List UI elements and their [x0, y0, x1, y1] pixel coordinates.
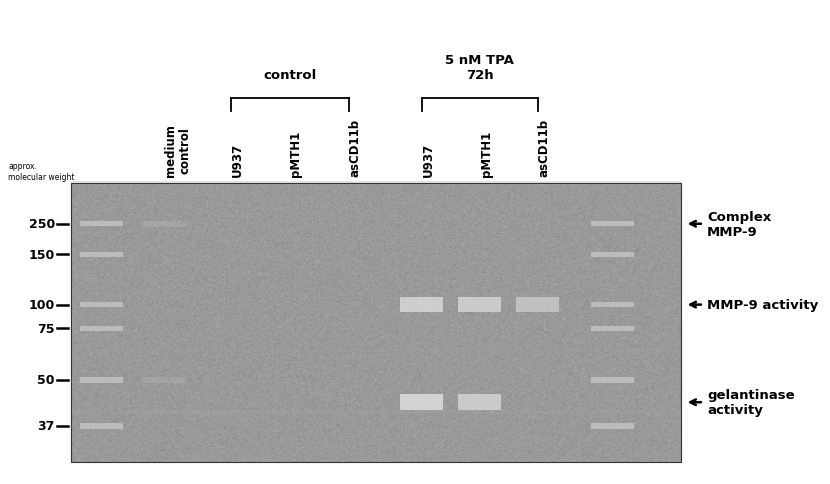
Text: 150: 150 — [28, 248, 55, 261]
Bar — [591, 222, 634, 227]
Text: 37: 37 — [37, 420, 55, 433]
Text: approx.
molecular weight: approx. molecular weight — [8, 162, 75, 182]
Text: 75: 75 — [37, 322, 55, 335]
Text: 250: 250 — [28, 218, 55, 231]
Bar — [400, 394, 443, 410]
Bar — [80, 302, 123, 308]
Text: 50: 50 — [37, 374, 55, 387]
Text: Complex
MMP-9: Complex MMP-9 — [707, 211, 771, 238]
Bar — [458, 394, 501, 410]
Bar — [80, 222, 123, 227]
Text: MMP-9 activity: MMP-9 activity — [707, 299, 818, 312]
Bar — [591, 424, 634, 429]
Bar — [80, 378, 123, 383]
Bar — [591, 252, 634, 257]
Bar — [591, 302, 634, 308]
Text: U937: U937 — [422, 143, 435, 177]
Text: asCD11b: asCD11b — [538, 119, 551, 177]
Text: asCD11b: asCD11b — [349, 119, 362, 177]
Text: control: control — [263, 69, 316, 82]
Bar — [142, 221, 185, 227]
Bar — [71, 184, 681, 462]
Text: 5 nM TPA
72h: 5 nM TPA 72h — [446, 54, 514, 82]
Bar — [516, 298, 559, 312]
Bar — [142, 378, 185, 383]
Bar — [591, 326, 634, 332]
Text: U937: U937 — [231, 143, 244, 177]
Text: gelantinase
activity: gelantinase activity — [707, 389, 795, 416]
Bar — [591, 378, 634, 383]
Bar — [71, 182, 681, 186]
Text: 100: 100 — [28, 299, 55, 312]
Bar — [400, 298, 443, 312]
Bar — [458, 298, 501, 312]
Bar — [80, 424, 123, 429]
Bar — [71, 349, 681, 352]
Text: pMTH1: pMTH1 — [480, 131, 493, 177]
Bar — [80, 326, 123, 332]
Text: medium
control: medium control — [164, 124, 192, 177]
Bar — [71, 410, 681, 414]
Bar — [80, 252, 123, 257]
Text: pMTH1: pMTH1 — [289, 131, 302, 177]
